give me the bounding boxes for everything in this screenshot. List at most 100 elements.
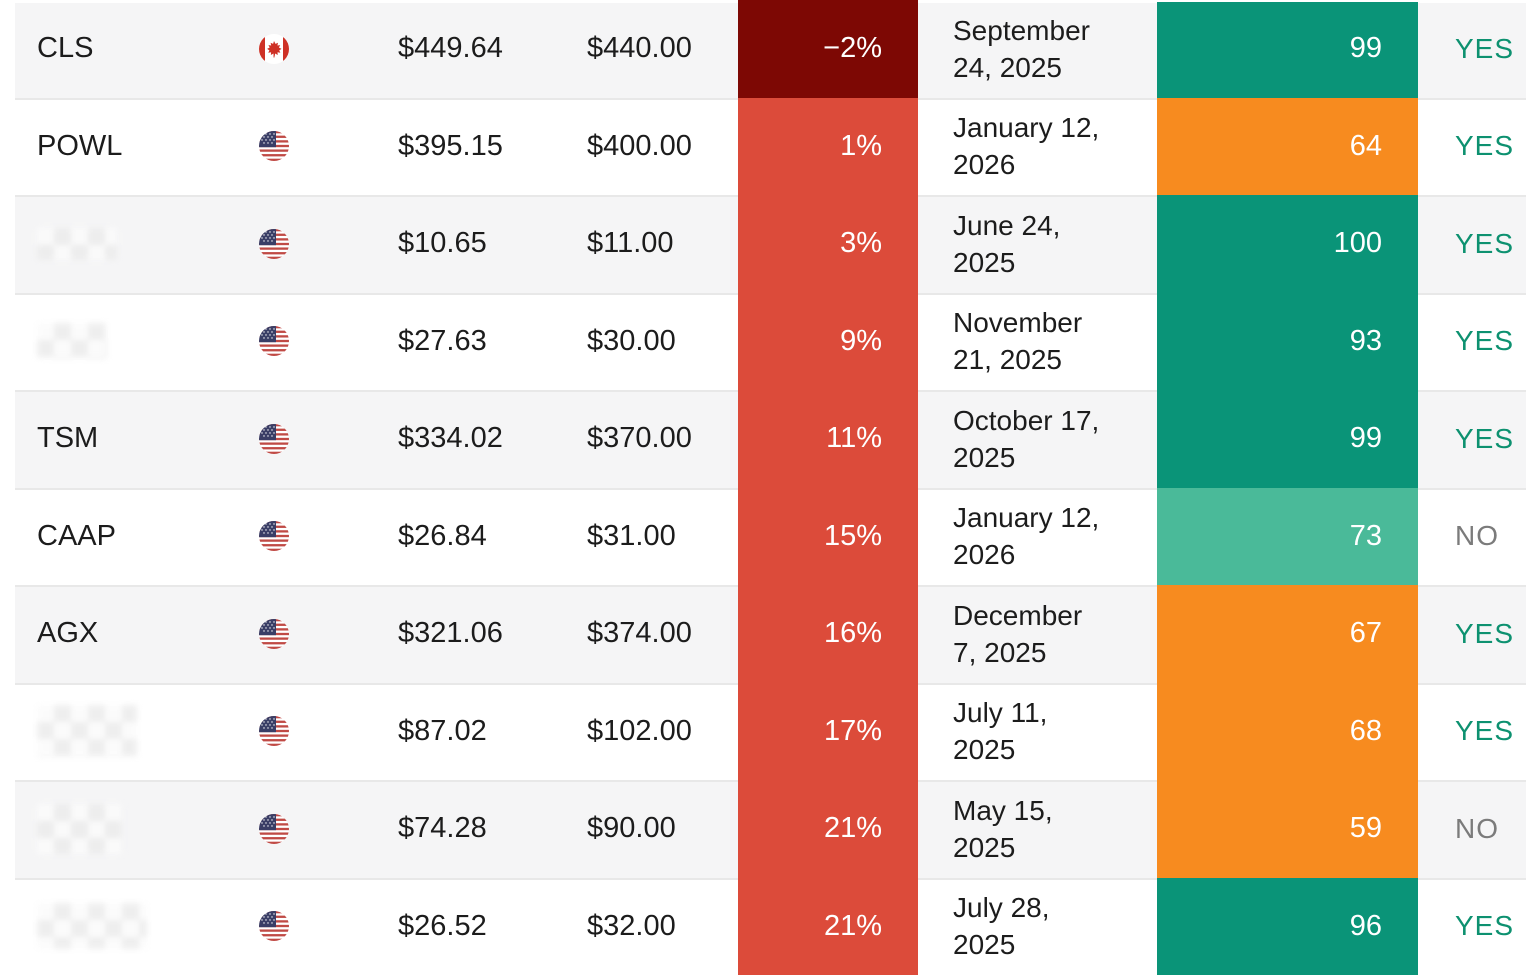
ticker-cell[interactable]: TSM (15, 390, 245, 488)
flag-us-icon (259, 911, 289, 942)
score-cell: 100 (1157, 195, 1418, 293)
ticker-label: CLS (37, 32, 94, 65)
target-price: $374.00 (587, 617, 692, 650)
redacted-ticker-blur (37, 903, 147, 950)
signal-label: YES (1455, 910, 1515, 942)
date-cell: September 24, 2025 (918, 0, 1157, 98)
table-row[interactable]: AGX $321.06 $374.00 16% December 7, 2025… (0, 585, 1526, 683)
upside-percent-cell: 15% (738, 487, 918, 585)
target-price-cell: $374.00 (520, 585, 738, 683)
price-cell: $395.15 (303, 97, 520, 195)
signal-label: NO (1455, 520, 1499, 552)
current-price: $395.15 (398, 129, 503, 162)
score-cell: 99 (1157, 0, 1418, 98)
table-row[interactable]: $74.28 $90.00 21% May 15, 2025 59 NO (0, 780, 1526, 878)
score-cell: 64 (1157, 97, 1418, 195)
upside-percent: 3% (840, 227, 882, 260)
current-price: $334.02 (398, 422, 503, 455)
ticker-cell[interactable] (15, 877, 245, 975)
ticker-label: CAAP (37, 519, 116, 552)
report-date: September 24, 2025 (953, 14, 1090, 83)
upside-percent-cell: 21% (738, 877, 918, 975)
ticker-cell[interactable]: POWL (15, 97, 245, 195)
current-price: $74.28 (398, 812, 487, 845)
signal-label: YES (1455, 227, 1515, 259)
target-price-cell: $370.00 (520, 390, 738, 488)
signal-cell: YES (1418, 585, 1526, 683)
left-margin (0, 390, 15, 488)
left-margin (0, 877, 15, 975)
score-value: 64 (1349, 129, 1382, 162)
flag-cell (245, 780, 303, 878)
signal-cell: YES (1418, 97, 1526, 195)
target-price: $30.00 (587, 324, 676, 357)
target-price: $370.00 (587, 422, 692, 455)
upside-percent-cell: 17% (738, 682, 918, 780)
signal-cell: NO (1418, 487, 1526, 585)
left-margin (0, 292, 15, 390)
ticker-cell[interactable]: AGX (15, 585, 245, 683)
score-cell: 59 (1157, 780, 1418, 878)
target-price-cell: $102.00 (520, 682, 738, 780)
ticker-label: TSM (37, 422, 99, 455)
table-row[interactable]: $27.63 $30.00 9% November 21, 2025 93 YE… (0, 292, 1526, 390)
target-price: $400.00 (587, 129, 692, 162)
ticker-label: AGX (37, 617, 99, 650)
date-cell: November 21, 2025 (918, 292, 1157, 390)
ticker-cell[interactable]: CAAP (15, 487, 245, 585)
upside-percent-cell: 9% (738, 292, 918, 390)
price-cell: $74.28 (303, 780, 520, 878)
upside-percent: 21% (823, 909, 882, 942)
score-value: 99 (1349, 32, 1382, 65)
score-value: 99 (1349, 422, 1382, 455)
table-row[interactable]: $26.52 $32.00 21% July 28, 2025 96 YES (0, 877, 1526, 975)
flag-us-icon (259, 618, 289, 649)
table-row[interactable]: $10.65 $11.00 3% June 24, 2025 100 YES (0, 195, 1526, 293)
target-price: $440.00 (587, 32, 692, 65)
signal-cell: YES (1418, 682, 1526, 780)
report-date: May 15, 2025 (953, 794, 1053, 863)
redacted-ticker-blur (37, 705, 137, 758)
target-price-cell: $11.00 (520, 195, 738, 293)
flag-cell (245, 195, 303, 293)
table-row[interactable]: TSM $334.02 $370.00 11% October 17, 2025… (0, 390, 1526, 488)
table-row[interactable]: CLS $449.64 $440.00 −2% September 24, 20… (0, 0, 1526, 98)
target-price: $11.00 (587, 227, 674, 260)
score-cell: 67 (1157, 585, 1418, 683)
table-row[interactable]: $87.02 $102.00 17% July 11, 2025 68 YES (0, 682, 1526, 780)
ticker-cell[interactable]: CLS (15, 0, 245, 98)
target-price-cell: $440.00 (520, 0, 738, 98)
ticker-cell[interactable] (15, 780, 245, 878)
left-margin (0, 0, 15, 98)
report-date: June 24, 2025 (953, 209, 1061, 278)
signal-cell: YES (1418, 195, 1526, 293)
score-value: 93 (1349, 324, 1382, 357)
table-row[interactable]: CAAP $26.84 $31.00 15% January 12, 2026 … (0, 487, 1526, 585)
signal-label: YES (1455, 32, 1515, 64)
table-row[interactable]: POWL $395.15 $400.00 1% January 12, 2026… (0, 97, 1526, 195)
left-margin (0, 487, 15, 585)
price-cell: $449.64 (303, 0, 520, 98)
left-margin (0, 682, 15, 780)
ticker-cell[interactable] (15, 682, 245, 780)
score-cell: 73 (1157, 487, 1418, 585)
ticker-cell[interactable] (15, 292, 245, 390)
date-cell: May 15, 2025 (918, 780, 1157, 878)
target-price: $102.00 (587, 714, 692, 747)
left-margin (0, 97, 15, 195)
ticker-cell[interactable] (15, 195, 245, 293)
upside-percent: 16% (823, 617, 882, 650)
left-margin (0, 195, 15, 293)
date-cell: June 24, 2025 (918, 195, 1157, 293)
date-cell: October 17, 2025 (918, 390, 1157, 488)
price-cell: $26.84 (303, 487, 520, 585)
upside-percent-cell: 11% (738, 390, 918, 488)
target-price-cell: $32.00 (520, 877, 738, 975)
upside-percent-cell: 21% (738, 780, 918, 878)
price-cell: $27.63 (303, 292, 520, 390)
current-price: $26.84 (398, 519, 487, 552)
report-date: November 21, 2025 (953, 307, 1083, 376)
upside-percent-cell: −2% (738, 0, 918, 98)
report-date: July 11, 2025 (953, 697, 1048, 766)
